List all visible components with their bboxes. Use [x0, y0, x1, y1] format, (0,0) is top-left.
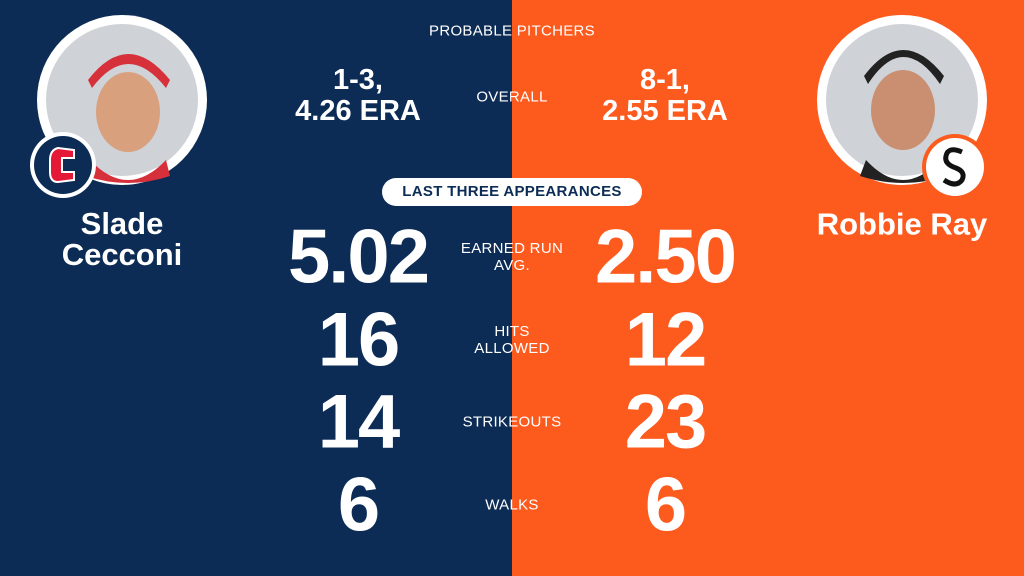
stat-label: EARNED RUN AVG. [460, 240, 564, 274]
stat-value: 12 [624, 297, 708, 383]
stat-value: 6 [644, 462, 687, 548]
section-label: LAST THREE APPEARANCES [382, 178, 642, 206]
pitcher-name: Robbie Ray [816, 206, 988, 242]
stat-label: STRIKEOUTS [462, 413, 562, 431]
left-logo [30, 132, 96, 198]
stat-label: HITS ALLOWED [474, 323, 550, 357]
pitcher-name: Slade Cecconi [61, 206, 183, 272]
overall-record: 8-1, 2.55 ERA [602, 65, 728, 127]
overall-label: OVERALL [476, 88, 548, 106]
overall-line: 4.26 ERA [295, 95, 421, 127]
left-portrait [37, 15, 207, 185]
overall-line: 2.55 ERA [602, 95, 728, 127]
stat-value: 6 [337, 462, 380, 548]
stat-value: 16 [317, 297, 401, 383]
stat-value: 2.50 [595, 214, 737, 300]
title: PROBABLE PITCHERS [429, 22, 595, 40]
stat-value: 14 [317, 379, 401, 465]
stat-label: WALKS [485, 496, 539, 514]
stat-value: 5.02 [288, 214, 430, 300]
overall-line: 8-1, [640, 64, 690, 96]
overall-record: 1-3, 4.26 ERA [295, 65, 421, 127]
overall-line: 1-3, [333, 64, 383, 96]
stat-value: 23 [624, 379, 708, 465]
right-logo [922, 134, 988, 200]
